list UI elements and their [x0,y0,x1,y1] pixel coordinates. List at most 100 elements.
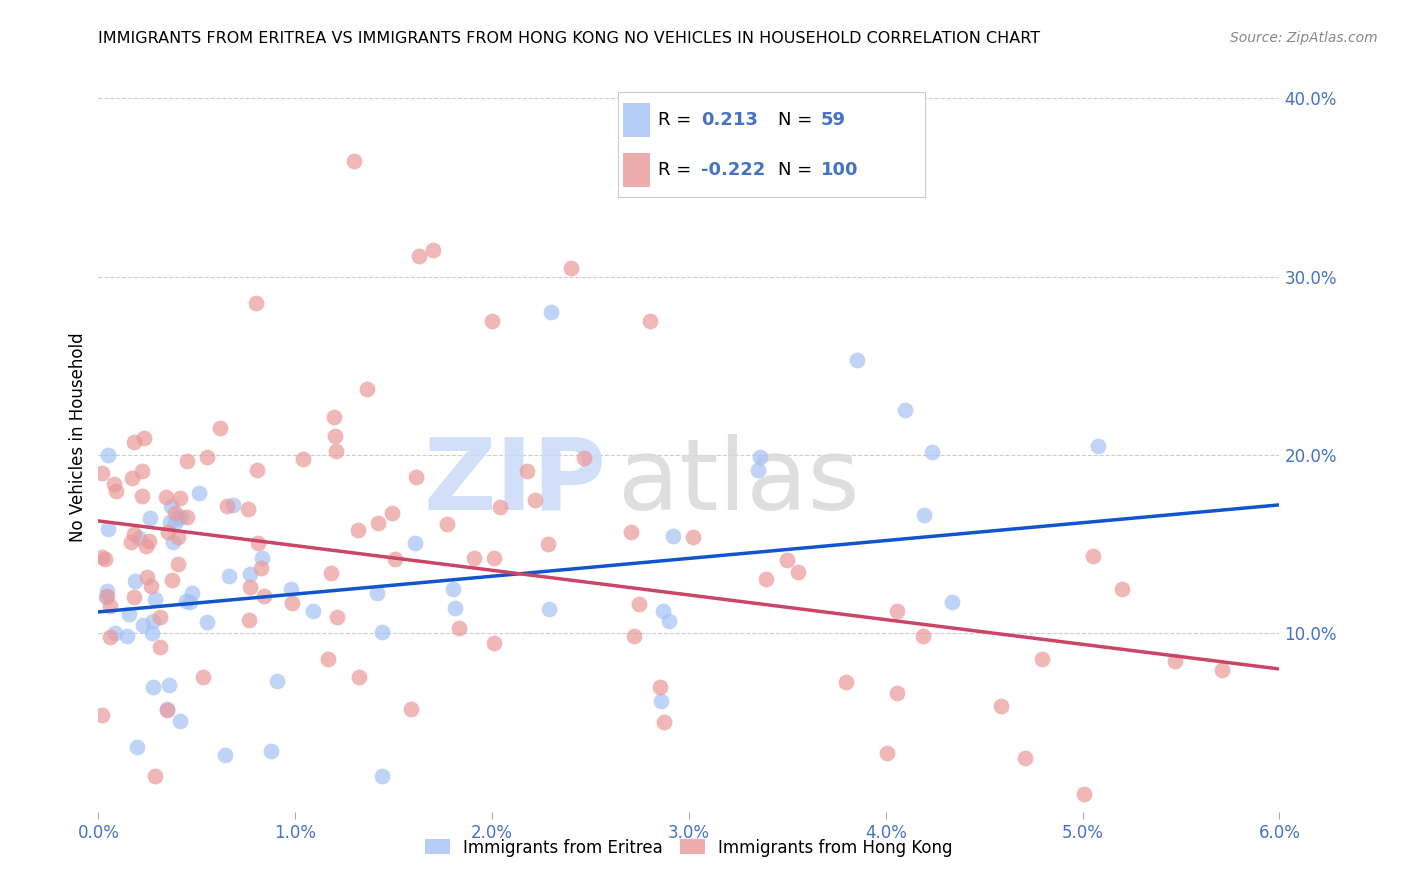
Point [422,243,444,257]
Y-axis label: No Vehicles in Household: No Vehicles in Household [69,332,87,542]
Point [156,703,179,717]
Point [540,305,562,319]
Point [292,451,315,466]
Point [118,607,141,621]
Point [280,582,302,596]
Point [516,464,538,478]
Point [125,740,148,755]
Point [122,527,145,541]
Point [990,698,1012,713]
Point [748,450,770,465]
Point [252,550,274,565]
Point [250,561,273,575]
Point [157,524,180,539]
Point [1164,654,1187,668]
Point [662,529,685,543]
Point [319,566,342,581]
Point [169,491,191,505]
Point [623,629,645,643]
Point [149,609,172,624]
Point [246,463,269,477]
Point [343,153,366,168]
Point [628,597,651,611]
Point [222,498,245,512]
Point [122,435,145,450]
Point [139,511,162,525]
Point [174,594,197,608]
Point [149,640,172,655]
Point [138,533,160,548]
Point [652,715,675,730]
Point [484,636,506,650]
Point [181,586,204,600]
Point [103,476,125,491]
Point [755,572,778,586]
Point [132,617,155,632]
Point [165,516,187,531]
Point [371,624,394,639]
Point [239,566,262,581]
Point [444,601,467,615]
Point [524,493,547,508]
Point [325,610,347,624]
Point [142,680,165,694]
Text: IMMIGRANTS FROM ERITREA VS IMMIGRANTS FROM HONG KONG NO VEHICLES IN HOUSEHOLD CO: IMMIGRANTS FROM ERITREA VS IMMIGRANTS FR… [98,31,1040,46]
Point [169,509,191,524]
Point [214,747,236,762]
Point [1014,751,1036,765]
Point [167,530,190,544]
Point [96,590,118,604]
Point [404,536,426,550]
Point [302,604,325,618]
Point [217,499,239,513]
Point [281,596,304,610]
Point [574,450,596,465]
Point [367,516,389,531]
Point [160,573,183,587]
Text: Source: ZipAtlas.com: Source: ZipAtlas.com [1230,31,1378,45]
Point [381,506,404,520]
Point [253,589,276,603]
Point [179,595,201,609]
Point [538,602,561,616]
Point [658,614,681,628]
Point [384,552,406,566]
Point [638,314,661,328]
Point [846,352,869,367]
Point [650,694,672,708]
Point [121,471,143,485]
Point [124,574,146,588]
Point [98,630,121,644]
Point [912,508,935,522]
Point [482,550,505,565]
Point [191,670,214,684]
Point [921,445,943,459]
Point [260,744,283,758]
Point [167,510,190,524]
Point [886,686,908,700]
Point [169,714,191,729]
Point [209,421,232,435]
Point [776,553,799,567]
Point [135,539,157,553]
Point [141,626,163,640]
Point [97,522,120,536]
Point [122,591,145,605]
Text: ZIP: ZIP [423,434,606,531]
Point [159,515,181,529]
Point [245,296,267,310]
Point [91,708,114,723]
Point [1087,439,1109,453]
Point [266,674,288,689]
Point [141,579,163,593]
Point [128,531,150,545]
Point [131,489,153,503]
Point [176,510,198,524]
Point [356,382,378,396]
Point [322,410,344,425]
Point [316,652,339,666]
Point [405,470,427,484]
Text: atlas: atlas [619,434,859,531]
Point [218,569,240,583]
Point [441,582,464,597]
